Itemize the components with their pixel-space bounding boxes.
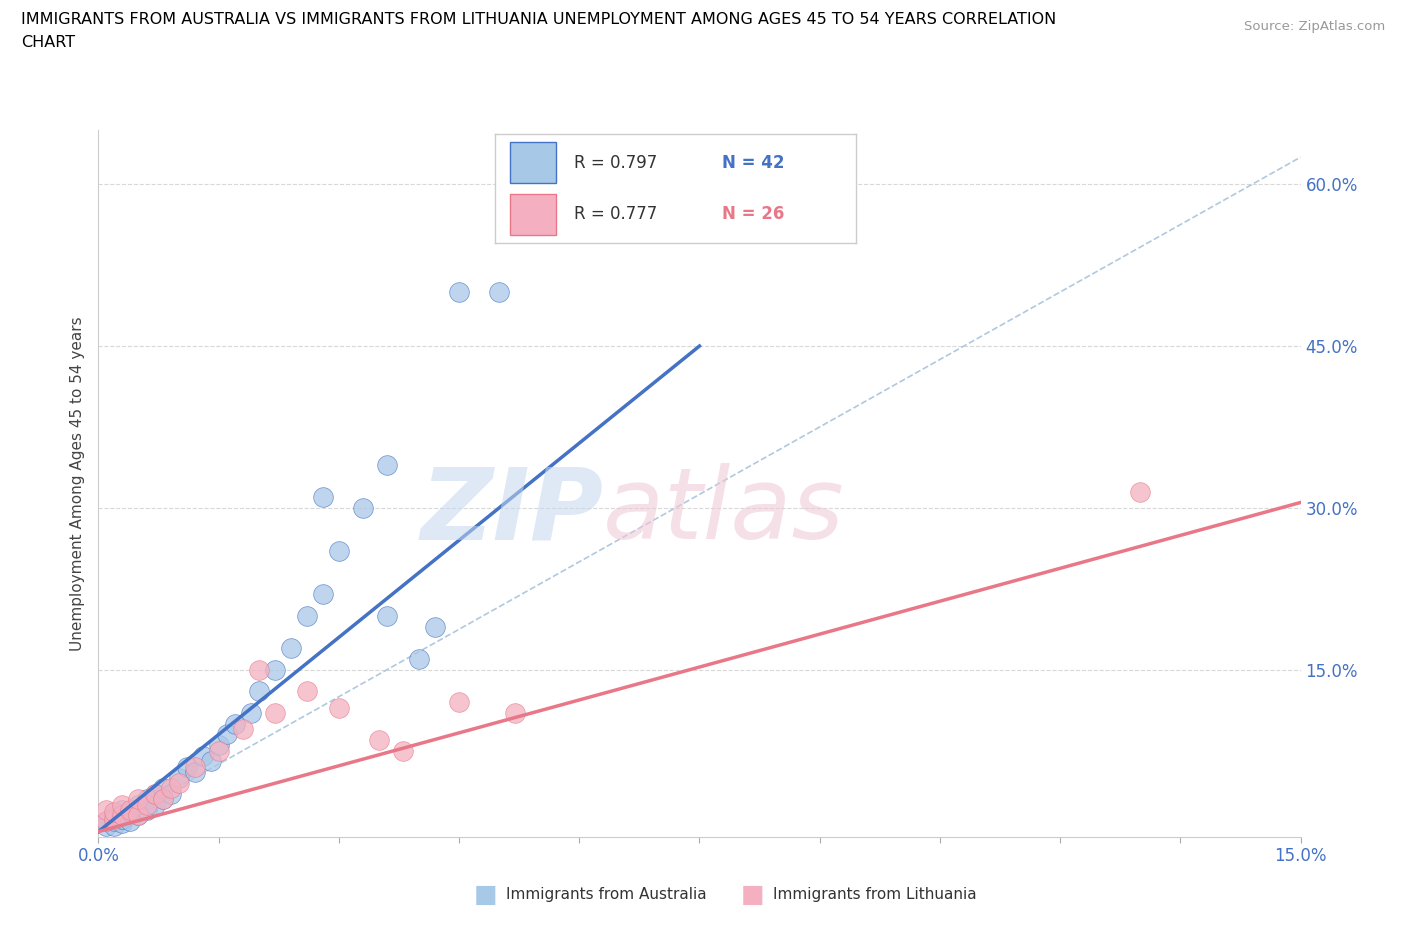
Text: Immigrants from Australia: Immigrants from Australia (506, 887, 707, 902)
Point (111, 797, 134, 812)
Point (368, 733, 391, 748)
Point (159, 781, 181, 796)
Text: IMMIGRANTS FROM AUSTRALIA VS IMMIGRANTS FROM LITHUANIA UNEMPLOYMENT AMONG AGES 4: IMMIGRANTS FROM AUSTRALIA VS IMMIGRANTS … (21, 12, 1056, 27)
Text: ■: ■ (741, 883, 763, 907)
Point (224, 716, 246, 731)
Point (103, 811, 125, 826)
Point (159, 787, 181, 802)
Point (215, 727, 238, 742)
Point (143, 797, 166, 812)
Point (120, 804, 142, 819)
Point (167, 770, 190, 785)
Point (280, 641, 302, 656)
Point (312, 490, 335, 505)
Point (423, 619, 446, 634)
Point (200, 754, 222, 769)
Point (375, 458, 398, 472)
Text: Source: ZipAtlas.com: Source: ZipAtlas.com (1244, 20, 1385, 33)
Text: ■: ■ (474, 883, 496, 907)
Point (103, 808, 125, 823)
Point (1129, 485, 1152, 499)
Point (263, 662, 285, 677)
Point (143, 787, 166, 802)
Point (120, 814, 142, 829)
Text: ZIP: ZIP (420, 463, 603, 561)
Point (111, 816, 134, 830)
Text: CHART: CHART (21, 35, 75, 50)
Point (183, 760, 205, 775)
Point (111, 803, 134, 817)
Point (488, 285, 510, 299)
Point (447, 285, 470, 299)
Point (103, 804, 125, 819)
Point (176, 760, 198, 775)
Point (135, 803, 157, 817)
Point (135, 791, 157, 806)
Point (239, 706, 262, 721)
Point (328, 700, 350, 715)
Point (96, 803, 118, 817)
Point (328, 544, 350, 559)
Point (295, 684, 318, 698)
Point (111, 808, 134, 823)
Point (152, 791, 174, 806)
Point (247, 684, 270, 698)
Point (503, 706, 526, 721)
Point (96, 814, 118, 829)
Point (408, 652, 430, 667)
Point (263, 706, 285, 721)
Point (447, 695, 470, 710)
Point (152, 781, 174, 796)
Point (143, 787, 166, 802)
Point (111, 811, 134, 826)
Point (103, 818, 125, 833)
Point (208, 737, 231, 752)
Point (183, 764, 205, 779)
Point (152, 791, 174, 806)
Point (96, 818, 118, 833)
Point (247, 662, 270, 677)
Point (352, 500, 374, 515)
Point (103, 814, 125, 829)
Point (128, 808, 150, 823)
Point (375, 608, 398, 623)
Point (128, 797, 150, 812)
Point (167, 776, 190, 790)
Point (392, 743, 415, 758)
Point (295, 608, 318, 623)
Point (191, 749, 214, 764)
Point (128, 791, 150, 806)
Point (120, 803, 142, 817)
Text: Immigrants from Lithuania: Immigrants from Lithuania (773, 887, 977, 902)
Point (96, 814, 118, 829)
Y-axis label: Unemployment Among Ages 45 to 54 years: Unemployment Among Ages 45 to 54 years (70, 316, 86, 651)
Text: atlas: atlas (603, 463, 845, 561)
Point (232, 722, 254, 737)
Point (135, 797, 157, 812)
Point (208, 743, 231, 758)
Point (312, 587, 335, 602)
Point (128, 808, 150, 823)
